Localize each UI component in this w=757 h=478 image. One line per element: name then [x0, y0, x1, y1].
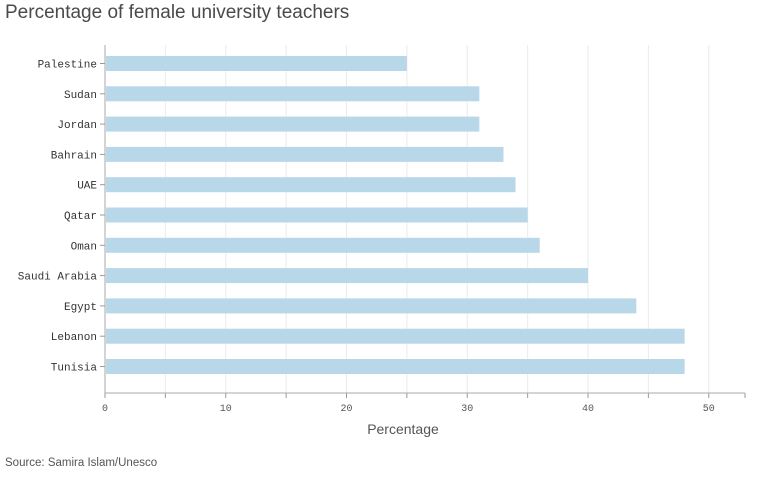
x-tick-label: 30	[461, 404, 473, 415]
bar-bahrain[interactable]	[106, 146, 504, 162]
category-labels: Palestine Sudan Jordan Bahrain UAE Qatar Oman S…	[18, 60, 98, 375]
x-tick-label: 10	[220, 404, 232, 415]
x-axis-title: Percentage	[367, 421, 439, 437]
x-tick-label: 20	[341, 404, 353, 415]
x-tick-label: 0	[102, 404, 108, 415]
source-note: Source: Samira Islam/Unesco	[5, 457, 158, 469]
bars	[106, 56, 685, 374]
category-label: Lebanon	[51, 332, 97, 344]
bar-oman[interactable]	[106, 237, 540, 253]
category-label: Bahrain	[51, 150, 97, 162]
bar-jordan[interactable]	[106, 116, 480, 132]
x-tick-label: 40	[582, 404, 594, 415]
bar-uae[interactable]	[106, 177, 516, 193]
category-label: Palestine	[38, 60, 97, 72]
bar-qatar[interactable]	[106, 207, 528, 223]
category-label: Qatar	[64, 211, 97, 223]
category-label: Jordan	[57, 120, 97, 132]
bar-lebanon[interactable]	[106, 328, 685, 344]
category-label: UAE	[77, 181, 97, 193]
bar-saudi-arabia[interactable]	[106, 268, 589, 284]
x-axis: 0 10 20 30 40 50	[100, 45, 746, 415]
bar-tunisia[interactable]	[106, 359, 685, 374]
category-label: Oman	[71, 241, 97, 253]
x-tick-label: 50	[703, 404, 715, 415]
category-label: Sudan	[64, 90, 97, 102]
category-label: Tunisia	[51, 363, 98, 375]
category-label: Saudi Arabia	[18, 272, 98, 284]
category-label: Egypt	[64, 302, 97, 314]
bar-palestine[interactable]	[106, 56, 407, 71]
chart-title: Percentage of female university teachers	[5, 2, 350, 23]
bar-egypt[interactable]	[106, 298, 637, 314]
bar-sudan[interactable]	[106, 86, 480, 102]
